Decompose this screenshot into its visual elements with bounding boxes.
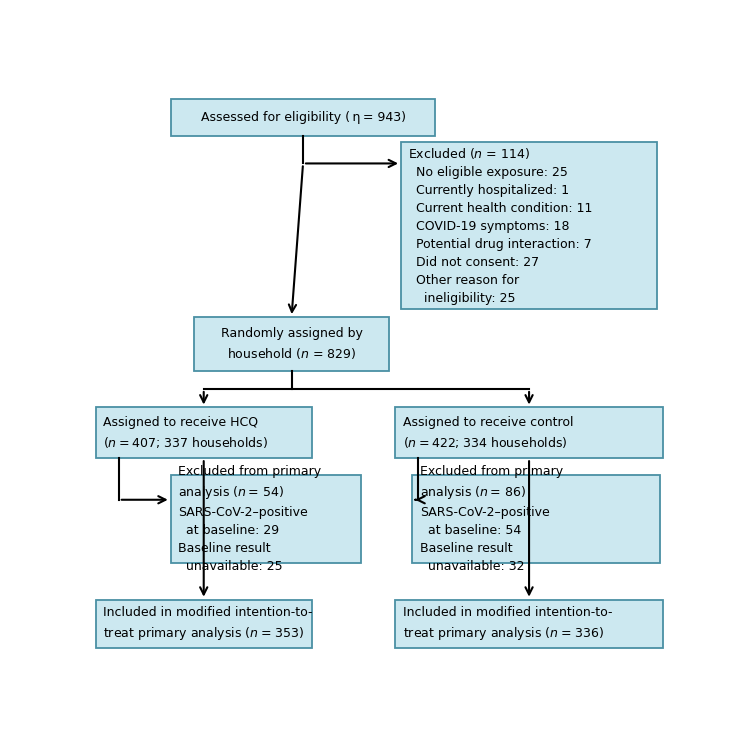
FancyBboxPatch shape [401,142,657,308]
FancyBboxPatch shape [194,317,389,371]
FancyBboxPatch shape [171,475,360,563]
Text: Assigned to receive control
($\mathit{n}$ = 422; 334 households): Assigned to receive control ($\mathit{n}… [403,416,573,450]
Text: Excluded from primary
analysis ($\mathit{n}$ = 54)
SARS-CoV-2–positive
  at base: Excluded from primary analysis ($\mathit… [178,465,321,573]
FancyBboxPatch shape [96,407,312,458]
Text: Randomly assigned by
household ($\mathit{n}$ = 829): Randomly assigned by household ($\mathit… [221,327,363,361]
Text: Excluded from primary
analysis ($\mathit{n}$ = 86)
SARS-CoV-2–positive
  at base: Excluded from primary analysis ($\mathit… [420,465,563,573]
FancyBboxPatch shape [395,407,663,458]
FancyBboxPatch shape [412,475,660,563]
Text: Included in modified intention-to-
treat primary analysis ($\mathit{n}$ = 336): Included in modified intention-to- treat… [403,606,612,642]
FancyBboxPatch shape [171,99,435,136]
Text: Excluded ($\mathit{n}$ = 114)
  No eligible exposure: 25
  Currently hospitalize: Excluded ($\mathit{n}$ = 114) No eligibl… [409,145,593,305]
FancyBboxPatch shape [395,600,663,647]
FancyBboxPatch shape [96,600,312,647]
Text: Included in modified intention-to-
treat primary analysis ($\mathit{n}$ = 353): Included in modified intention-to- treat… [103,606,313,642]
Text: Assessed for eligibility ( η = 943): Assessed for eligibility ( η = 943) [201,112,406,124]
Text: Assigned to receive HCQ
($\mathit{n}$ = 407; 337 households): Assigned to receive HCQ ($\mathit{n}$ = … [103,416,268,450]
